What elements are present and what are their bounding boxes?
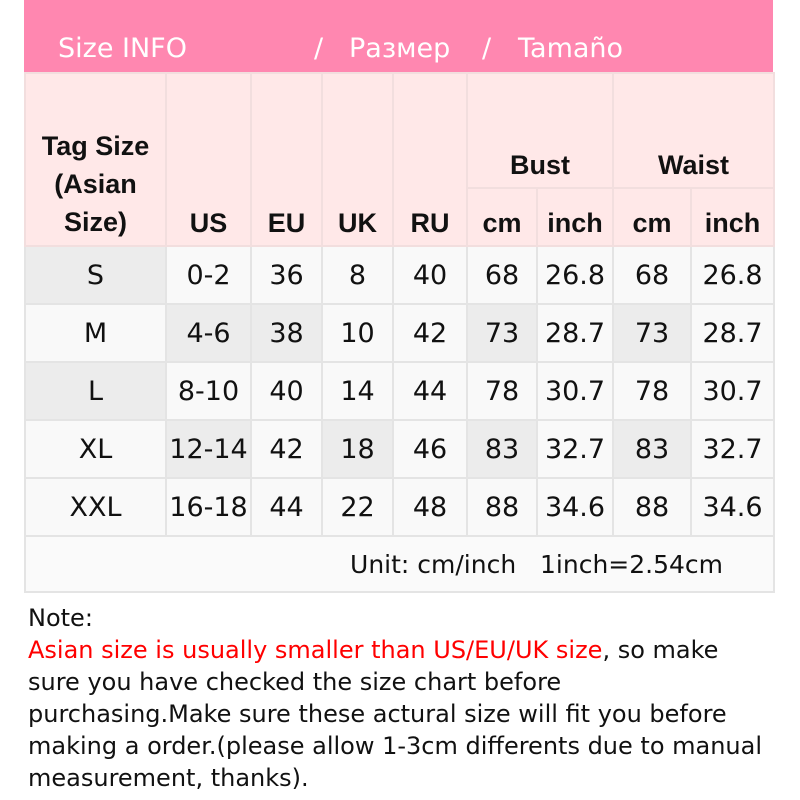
header-waist: Waist — [611, 72, 776, 189]
table-cell: 78 — [466, 361, 538, 421]
table-cell: M — [24, 303, 167, 363]
table-cell: 16-18 — [165, 477, 252, 537]
table-row: L 8-10 40 14 44 78 30.7 78 30.7 — [24, 361, 776, 421]
title-sep: / — [314, 33, 324, 64]
table-row: XL 12-14 42 18 46 83 32.7 83 32.7 — [24, 419, 776, 479]
table-cell: 78 — [612, 361, 692, 421]
table-cell: 26.8 — [536, 245, 614, 305]
header-waist-cm: cm — [612, 187, 692, 247]
table-cell: XL — [24, 419, 167, 479]
header-bust-cm: cm — [466, 187, 538, 247]
table-cell: 73 — [612, 303, 692, 363]
table-cell: 22 — [321, 477, 394, 537]
table-cell: 46 — [392, 419, 468, 479]
table-cell: 68 — [466, 245, 538, 305]
header-ru: RU — [392, 72, 468, 247]
header-waist-inch: inch — [689, 187, 776, 247]
title-banner: Size INFO / Размер / Tamaño — [24, 0, 773, 72]
table-cell: XXL — [24, 477, 167, 537]
table-cell: S — [24, 245, 167, 305]
header-eu: EU — [250, 72, 323, 247]
table-cell: 88 — [466, 477, 538, 537]
header-bust: Bust — [466, 72, 614, 189]
title-es: Tamaño — [518, 33, 624, 64]
note: Note: Asian size is usually smaller than… — [28, 602, 768, 794]
table-cell: 32.7 — [689, 419, 776, 479]
table-row: XXL 16-18 44 22 48 88 34.6 88 34.6 — [24, 477, 776, 537]
header-uk: UK — [321, 72, 394, 247]
title-ru: Размер — [349, 33, 451, 64]
table-cell: 18 — [321, 419, 394, 479]
size-table: Tag Size (Asian Size) US EU UK RU Bust W… — [23, 72, 776, 593]
header-tag-size: Tag Size (Asian Size) — [24, 72, 167, 247]
table-cell: 12-14 — [165, 419, 252, 479]
table-cell: L — [24, 361, 167, 421]
table-cell: 42 — [250, 419, 323, 479]
note-text: , so make sure you have checked the size… — [28, 636, 763, 792]
table-cell: 8 — [321, 245, 394, 305]
table-cell: 44 — [392, 361, 468, 421]
header-bust-inch: inch — [536, 187, 614, 247]
table-cell: 68 — [612, 245, 692, 305]
table-cell: 26.8 — [689, 245, 776, 305]
table-cell: 8-10 — [165, 361, 252, 421]
table-cell: 38 — [250, 303, 323, 363]
table-cell: 4-6 — [165, 303, 252, 363]
table-cell: 10 — [321, 303, 394, 363]
table-cell: 83 — [612, 419, 692, 479]
unit-note: Unit: cm/inch 1inch=2.54cm — [23, 535, 776, 593]
table-cell: 73 — [466, 303, 538, 363]
note-label: Note: — [28, 604, 93, 632]
table-cell: 30.7 — [536, 361, 614, 421]
table-cell: 88 — [612, 477, 692, 537]
title-en: Size INFO — [58, 33, 187, 64]
table-cell: 40 — [392, 245, 468, 305]
table-cell: 83 — [466, 419, 538, 479]
note-warning: Asian size is usually smaller than US/EU… — [28, 636, 603, 664]
title-sep: / — [482, 33, 492, 64]
table-cell: 30.7 — [689, 361, 776, 421]
table-cell: 28.7 — [689, 303, 776, 363]
table-cell: 34.6 — [536, 477, 614, 537]
table-cell: 34.6 — [689, 477, 776, 537]
table-cell: 14 — [321, 361, 394, 421]
table-row: M 4-6 38 10 42 73 28.7 73 28.7 — [24, 303, 776, 363]
table-cell: 0-2 — [165, 245, 252, 305]
table-cell: 32.7 — [536, 419, 614, 479]
table-cell: 42 — [392, 303, 468, 363]
table-cell: 40 — [250, 361, 323, 421]
header-us: US — [165, 72, 252, 247]
table-cell: 44 — [250, 477, 323, 537]
table-cell: 36 — [250, 245, 323, 305]
table-row: S 0-2 36 8 40 68 26.8 68 26.8 — [24, 245, 776, 305]
table-cell: 48 — [392, 477, 468, 537]
table-cell: 28.7 — [536, 303, 614, 363]
